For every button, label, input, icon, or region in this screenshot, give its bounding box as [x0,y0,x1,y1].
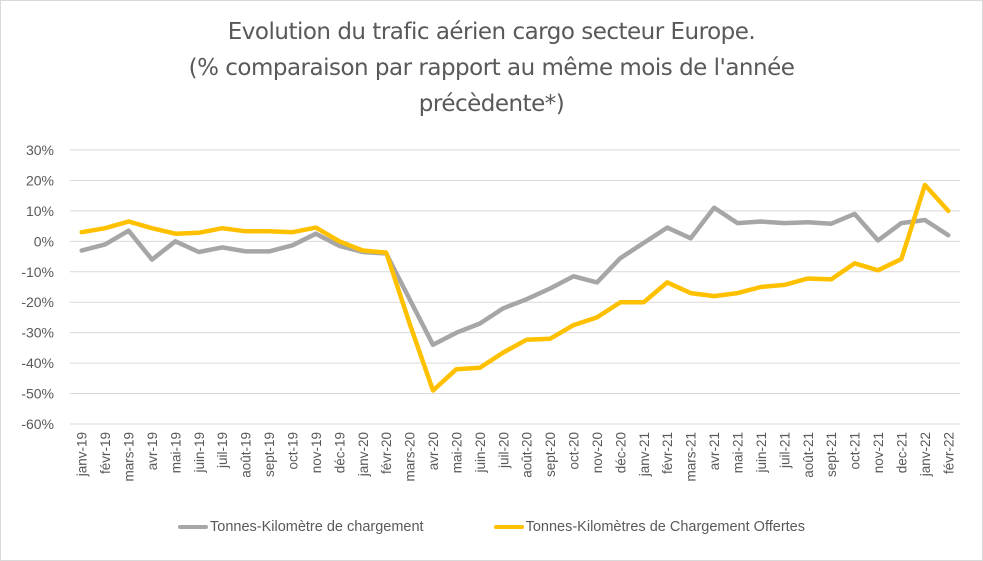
x-tick-label: mars-19 [122,432,137,482]
x-tick-label: juin-20 [473,432,488,474]
x-tick-label: déc-19 [332,432,347,473]
y-tick-label: -10% [21,264,54,280]
x-tick-label: sept-19 [262,432,277,477]
gridlines [70,149,960,425]
series-lines [79,182,951,393]
y-tick-label: -60% [21,416,54,432]
x-tick-label: août-20 [520,432,535,478]
x-tick-label: nov-19 [309,432,324,473]
legend-label-series-1: Tonnes-Kilomètre de chargement [210,519,424,535]
x-tick-label: févr-22 [941,432,956,474]
x-tick-label: avr-20 [426,432,441,470]
x-tick-label: janv-20 [356,432,371,477]
series-line-1 [79,205,951,348]
y-tick-label: -20% [21,294,54,310]
x-tick-label: mars-20 [403,432,418,482]
x-tick-label: juil-20 [496,432,511,469]
x-tick-label: avr-19 [145,432,160,470]
legend-label-series-2: Tonnes-Kilomètres de Chargement Offertes [525,519,805,535]
x-tick-label: juil-19 [215,432,230,469]
y-tick-label: -30% [21,325,54,341]
legend: Tonnes-Kilomètre de chargement Tonnes-Ki… [0,519,983,535]
series-line-2 [79,182,951,393]
y-tick-label: 20% [26,172,54,188]
y-tick-label: 30% [26,142,54,158]
x-tick-label: sept-21 [824,432,839,477]
x-tick-label: août-19 [239,432,254,478]
legend-swatch-grey [178,525,208,529]
x-tick-label: avr-21 [707,432,722,470]
x-tick-label: févr-19 [98,432,113,474]
x-axis-ticks: janv-19 févr-19 mars-19 avr-19 mai-19 juin-19… [75,432,957,482]
y-tick-label: -40% [21,355,54,371]
x-tick-label: oct-21 [848,432,863,470]
x-tick-label: janv-21 [637,432,652,477]
x-tick-label: juin-21 [754,432,769,474]
chart-title-line-2: (% comparaison par rapport au même mois … [188,55,795,81]
x-tick-label: mai-20 [449,432,464,473]
chart-title-line-3: précèdente*) [418,91,565,117]
x-tick-label: juin-19 [192,432,207,474]
x-tick-label: dec-21 [894,432,909,473]
y-tick-label: 10% [26,203,54,219]
x-tick-label: janv-22 [918,432,933,477]
y-tick-label: -50% [21,386,54,402]
y-axis-ticks: 30% 20% 10% 0% -10% -20% -30% -40% -50% -60% [21,142,54,432]
x-tick-label: mai-19 [168,432,183,473]
x-tick-label: déc-20 [613,432,628,473]
x-tick-label: janv-19 [75,432,90,477]
chart-title-line-1: Evolution du trafic aérien cargo secteur… [227,19,756,45]
chart-title: Evolution du trafic aérien cargo secteur… [0,14,983,122]
y-tick-label: 0% [34,233,54,249]
x-tick-label: sept-20 [543,432,558,477]
x-tick-label: févr-20 [379,432,394,474]
x-tick-label: août-21 [801,432,816,478]
x-tick-label: oct-19 [286,432,301,470]
x-tick-label: févr-21 [660,432,675,474]
legend-swatch-yellow [493,525,524,529]
x-tick-label: mars-21 [684,432,699,482]
legend-item-series-1: Tonnes-Kilomètre de chargement [178,519,424,535]
x-tick-label: juil-21 [777,432,792,469]
x-tick-label: nov-21 [871,432,886,473]
x-tick-label: nov-20 [590,432,605,473]
legend-item-series-2: Tonnes-Kilomètres de Chargement Offertes [493,519,805,535]
x-tick-label: oct-20 [567,432,582,470]
x-tick-label: mai-21 [731,432,746,473]
